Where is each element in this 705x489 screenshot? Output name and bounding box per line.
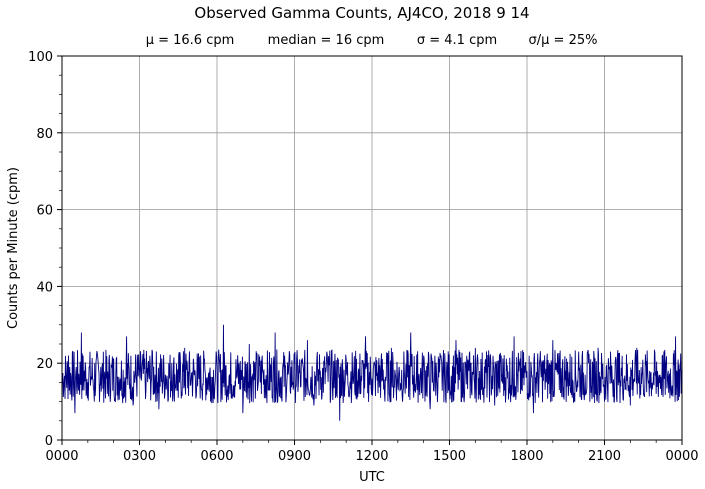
- x-axis-label: UTC: [359, 470, 385, 485]
- x-tick-label: 0600: [200, 449, 233, 464]
- x-tick-label: 1800: [510, 449, 543, 464]
- y-tick-label: 60: [36, 204, 53, 219]
- x-tick-label: 2100: [588, 449, 621, 464]
- y-tick-label: 20: [36, 357, 53, 372]
- subtitle-ratio: σ/μ = 25%: [529, 33, 598, 48]
- y-tick-labels: 0 20 40 60 80 100: [28, 50, 53, 449]
- plot-frame: [61, 55, 683, 441]
- x-tick-label: 0900: [278, 449, 311, 464]
- x-tick-label: 1500: [433, 449, 466, 464]
- chart-title: Observed Gamma Counts, AJ4CO, 2018 9 14: [194, 4, 529, 22]
- y-axis-label: Counts per Minute (cpm): [6, 167, 21, 329]
- x-tick-label: 0300: [123, 449, 156, 464]
- series-layer: [61, 324, 683, 421]
- y-tick-label: 100: [28, 50, 53, 65]
- x-tick-label: 1200: [355, 449, 388, 464]
- series-line: [61, 324, 683, 421]
- subtitle-sigma: σ = 4.1 cpm: [417, 33, 497, 48]
- y-tick-label: 40: [36, 280, 53, 295]
- subtitle-mean: μ = 16.6 cpm: [146, 33, 235, 48]
- y-tick-label: 0: [45, 434, 53, 449]
- x-tick-label: 0000: [665, 449, 698, 464]
- x-tick-labels: 0000 0300 0600 0900 1200 1500 1800 2100 0000: [45, 449, 698, 464]
- y-tick-label: 80: [36, 127, 53, 142]
- subtitle-median: median = 16 cpm: [268, 33, 385, 48]
- x-tick-label: 0000: [45, 449, 78, 464]
